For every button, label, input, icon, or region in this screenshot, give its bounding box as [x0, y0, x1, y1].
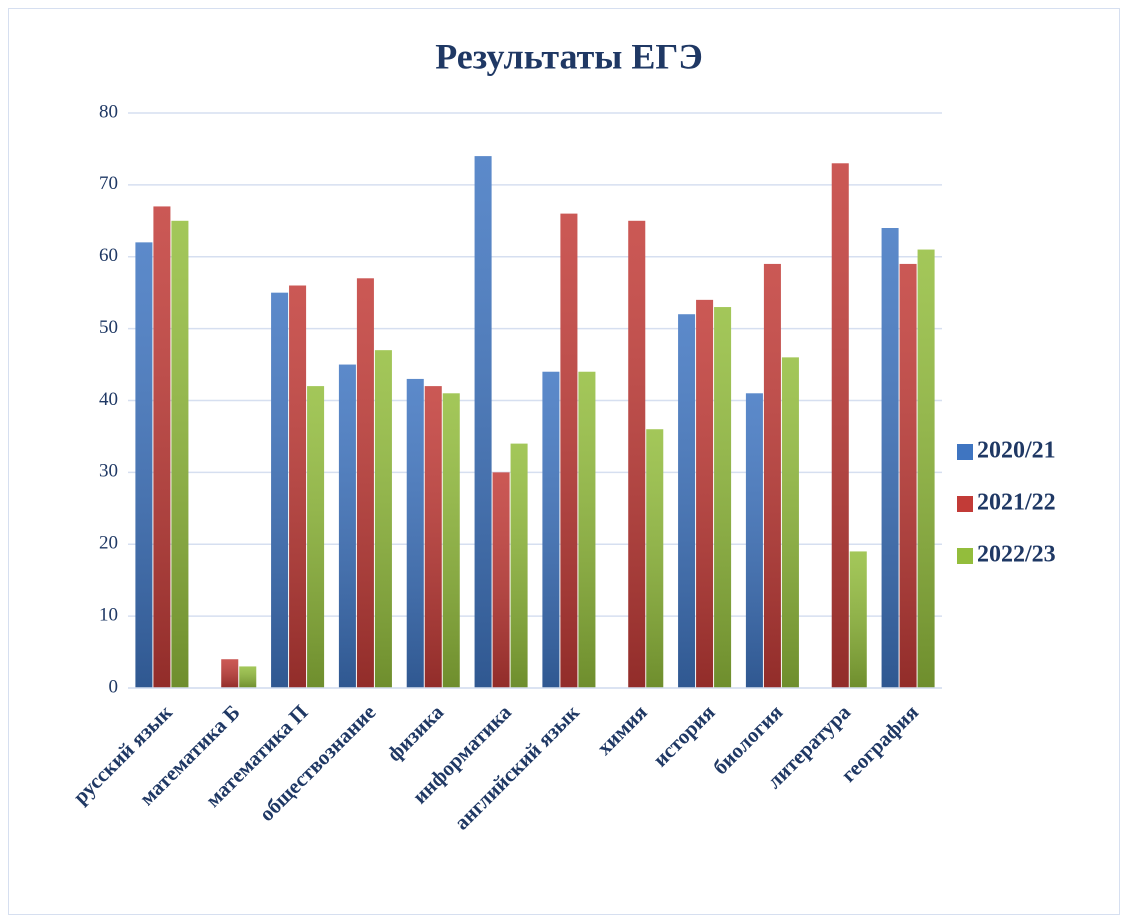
bar — [881, 228, 899, 688]
y-tick-label: 10 — [99, 604, 118, 625]
bar — [578, 371, 596, 688]
bar — [442, 393, 460, 688]
bar — [307, 386, 325, 688]
bar — [745, 393, 763, 688]
bar — [356, 278, 374, 688]
bar — [374, 350, 392, 688]
y-tick-label: 80 — [99, 101, 118, 122]
bar — [899, 263, 917, 688]
bar — [406, 378, 424, 688]
bar — [628, 220, 646, 688]
y-tick-label: 40 — [99, 389, 118, 410]
bar — [831, 163, 849, 688]
bar — [646, 429, 664, 688]
legend-label: 2020/21 — [977, 438, 1056, 464]
y-tick-label: 0 — [109, 676, 119, 697]
bar — [338, 364, 356, 688]
bar — [135, 242, 153, 688]
legend-swatch — [957, 548, 973, 564]
bar — [271, 292, 289, 688]
y-tick-label: 30 — [99, 461, 118, 482]
bar — [239, 666, 257, 688]
legend-label: 2021/22 — [977, 490, 1056, 516]
bar — [492, 472, 510, 688]
chart-title: Результаты ЕГЭ — [435, 36, 703, 76]
legend-label: 2022/23 — [977, 542, 1056, 568]
bar — [424, 386, 442, 688]
y-tick-label: 70 — [99, 173, 118, 194]
bar — [560, 213, 578, 688]
legend-swatch — [957, 496, 973, 512]
bar — [696, 299, 714, 688]
bar — [171, 220, 189, 688]
bar — [221, 659, 239, 688]
bar — [714, 307, 732, 688]
bar — [849, 551, 867, 688]
bar — [542, 371, 560, 688]
y-tick-label: 20 — [99, 533, 118, 554]
bar — [510, 443, 528, 688]
bar — [678, 314, 696, 688]
bar — [153, 206, 171, 688]
bar — [917, 249, 935, 688]
y-tick-label: 50 — [99, 317, 118, 338]
bar — [763, 263, 781, 688]
bar — [289, 285, 307, 688]
bar — [781, 357, 799, 688]
y-tick-label: 60 — [99, 245, 118, 266]
bar — [474, 156, 492, 688]
legend-swatch — [957, 444, 973, 460]
